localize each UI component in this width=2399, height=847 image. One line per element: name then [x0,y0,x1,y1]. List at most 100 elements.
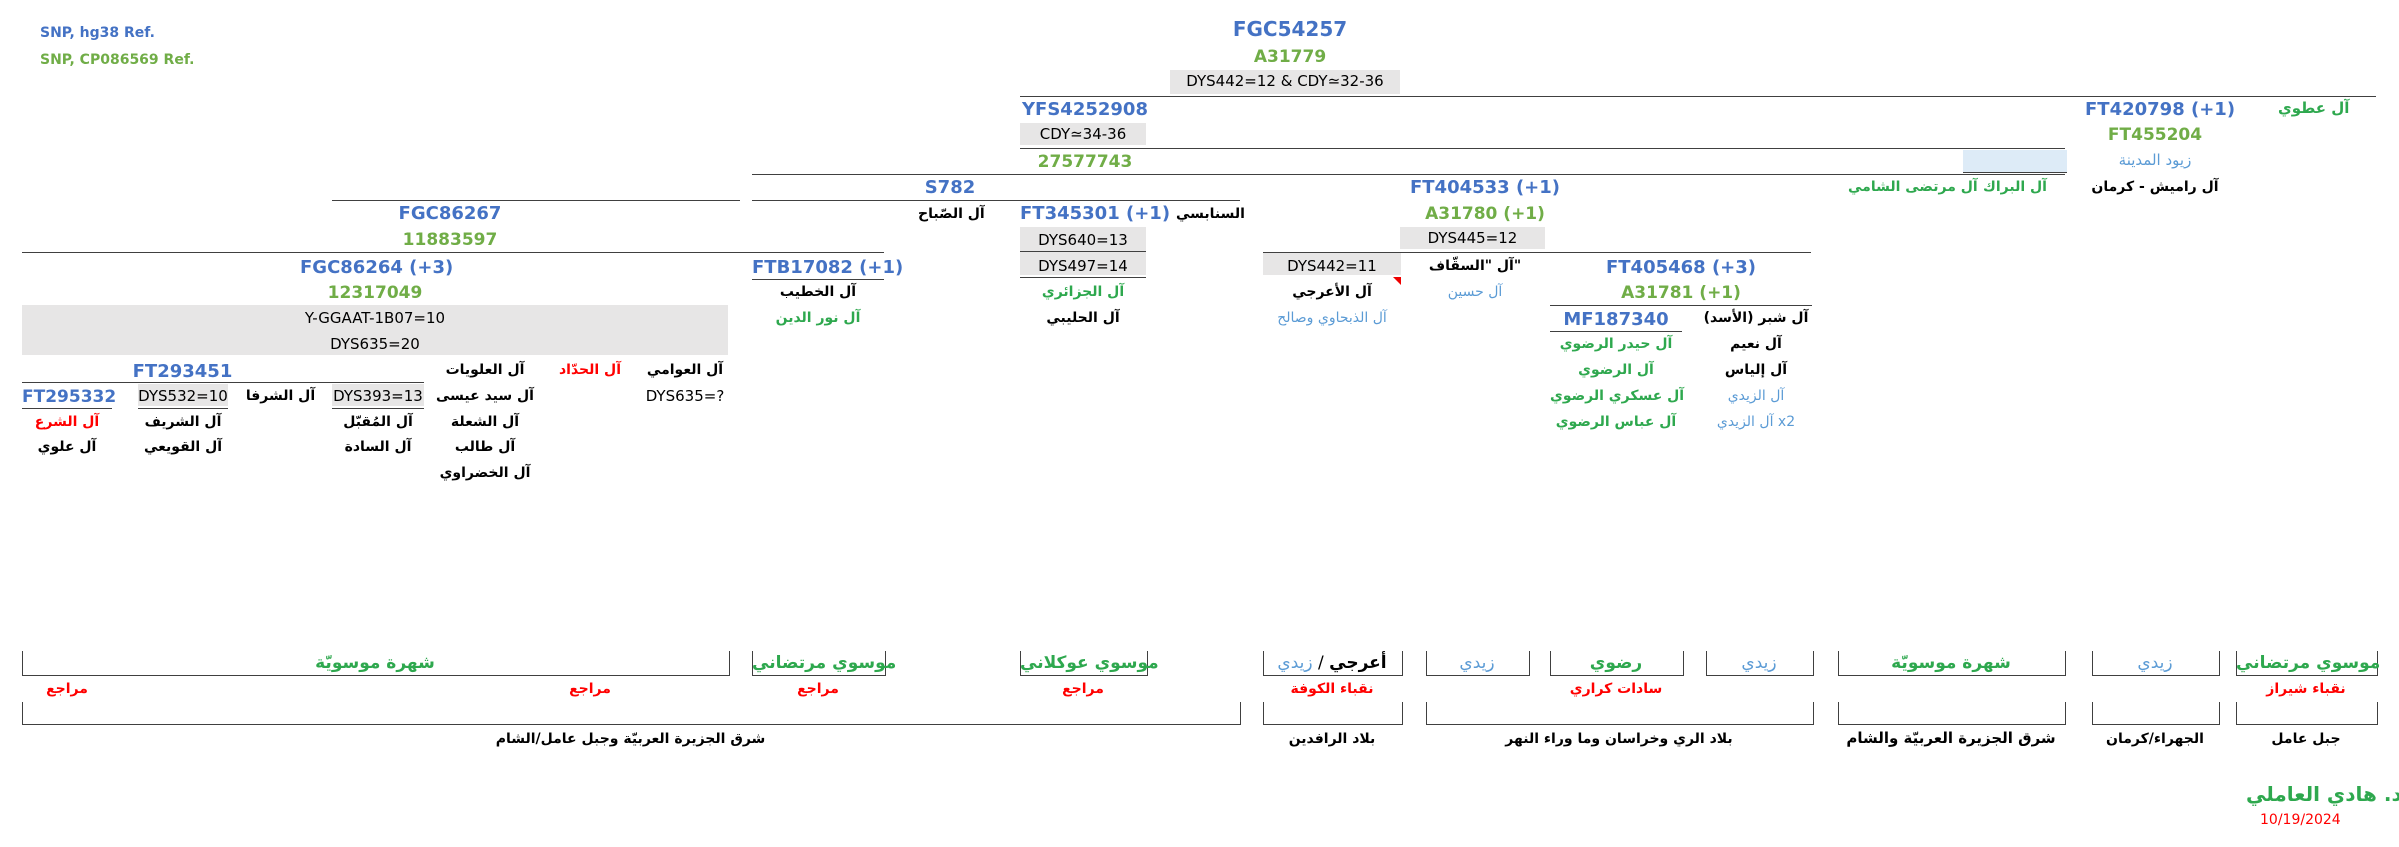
str-dys393: DYS393=13 [333,387,423,405]
group-murtadani: موسوي مرتضاني [2236,653,2381,673]
divider [138,408,228,409]
family-zaydi-x2: آل الزيدي x2 [1716,414,1796,430]
legend-cp: SNP, CP086569 Ref. [40,52,195,68]
family-ilyas: آل إلياس [1724,362,1788,378]
family-awwami: آل العوامي [646,362,724,378]
group-bracket [1426,651,1530,676]
node-s782: S782 [924,177,976,198]
family-sada: آل السادة [344,439,412,455]
family-araji: آل الأعرجي [1292,284,1372,300]
author-date: 10/19/2024 [2260,812,2341,828]
str-dys532: DYS532=10 [138,387,228,405]
role-nuqaba-kufa: نقباء الكوفة [1290,681,1374,697]
role-nuqaba-shiraz: نقباء شيراز [2266,681,2346,697]
divider [1020,251,1146,252]
node-fgc86264: FGC86264 (+3) [300,257,454,278]
node-fgc86267: FGC86267 [398,203,502,224]
region-rayy-khurasan: بلاد الري وخراسان وما وراء النهر [1505,731,1733,747]
group-bracket [2092,651,2220,676]
family-halabi: آل الحليبي [1046,310,1120,326]
str-ggaat: Y-GGAAT-1B07=10 [304,309,446,327]
family-zuyud: زيود المدينة [2118,151,2192,169]
family-khadrawi: آل الخضراوي [439,465,531,481]
family-khatib: آل الخطيب [779,284,857,300]
node-12317049: 12317049 [327,283,423,303]
node-ft293451: FT293451 [132,361,233,382]
family-radawi: آل عباس الرضوي [1555,414,1677,430]
family-talib: آل طالب [454,439,516,455]
region-bracket [22,702,1241,725]
divider [332,408,424,409]
str-box [1170,70,1400,94]
group-shuhra: شهرة موسويّة [1891,653,2011,673]
group-shuhra: شهرة موسويّة [315,653,435,673]
group-zaidi-araji: أعرجي / زيدي [1263,655,1401,672]
divider [1020,277,1146,278]
region-jahra-kerman: الجهراء/كرمان [2106,731,2204,747]
str-box [22,305,728,355]
author-name: د. هادي العاملي [2246,782,2399,806]
family-muqbil: آل المُقبّل [343,414,413,430]
family-radawi: آل حيدر الرضوي [1559,336,1673,352]
region-bracket [1426,702,1814,725]
region-bracket [2236,702,2378,725]
comment-marker-icon [1393,277,1401,285]
family-sharif: آل الشريف [144,414,222,430]
family-husayn: آل حسين [1447,284,1503,300]
group-zaidi: زيدي [2137,653,2173,673]
node-yfs4252908: YFS4252908 [1022,99,1148,120]
line-fgc86267 [332,200,740,201]
line-ftb17082 [752,279,884,280]
family-zaydi: آل الزيدي [1727,388,1785,404]
family-dhabhawi: آل الذبحاوي وصالح [1277,310,1387,326]
legend-hg38: SNP, hg38 Ref. [40,25,155,41]
family-shula: آل الشعلة [450,414,520,430]
node-ft420798: FT420798 (+1) [2085,99,2236,120]
family-atwi: آل عطوي [2278,99,2350,117]
str-box [1263,253,1401,275]
node-27577743: 27577743 [1037,152,1133,172]
group-bracket [1550,651,1684,676]
str-top: DYS442=12 & CDY≃32-36 [1186,72,1384,90]
str-dys445: DYS445=12 [1427,229,1518,247]
family-barrak: آل البراك [1983,179,2047,195]
family-jazairi: آل الجزائري [1041,284,1125,300]
role-marajie: مراجع [797,681,839,697]
family-saqqaf: آل "السقّاف" [1428,258,1522,274]
line-s782 [752,174,2065,175]
str-box [138,384,228,406]
line-s782-under [752,200,1240,201]
str-dys497: DYS497=14 [1038,257,1128,275]
group-bracket [1263,651,1403,676]
str-dys635-q: DYS635=? [645,387,725,405]
str-box [332,384,424,406]
node-a31780: A31780 (+1) [1425,204,1545,224]
family-nuraldin: آل نور الدين [775,310,861,326]
group-bracket [1838,651,2066,676]
family-shibr: آل شبر (الأسد) [1703,310,1809,326]
line-yfs [1020,148,2065,149]
region-arabia-sham: شرق الجزيرة العربيّة والشام [1846,729,2056,747]
line-top [1020,96,2376,97]
family-naim: آل نعيم [1730,336,1782,352]
node-ft404533: FT404533 (+1) [1409,177,1561,198]
family-shar: آل الشرع [34,414,100,430]
family-sharfa: آل الشرفا [245,388,316,404]
node-a31779: A31779 [1253,47,1327,67]
node-ft405468: FT405468 (+3) [1605,257,1757,278]
group-bracket [22,651,730,676]
family-alawiyat: آل العلويات [445,362,525,378]
group-zaidi: زيدي [1277,653,1313,673]
family-sabah: آل الصّباح [918,206,985,222]
node-ftb17082: FTB17082 (+1) [752,257,904,278]
slash: / [1317,653,1324,673]
role-marajie: مراجع [46,681,88,697]
family-ramish: آل راميش - كرمان [2091,179,2219,195]
line-mf187340 [1550,331,1682,332]
group-bracket [2236,651,2378,676]
family-quwayi: آل القويعي [143,439,223,455]
str-dys635: DYS635=20 [330,335,420,353]
family-alawi: آل علوي [37,439,97,455]
region-bracket [1838,702,2066,725]
region-rafidayn: بلاد الرافدين [1288,731,1376,747]
